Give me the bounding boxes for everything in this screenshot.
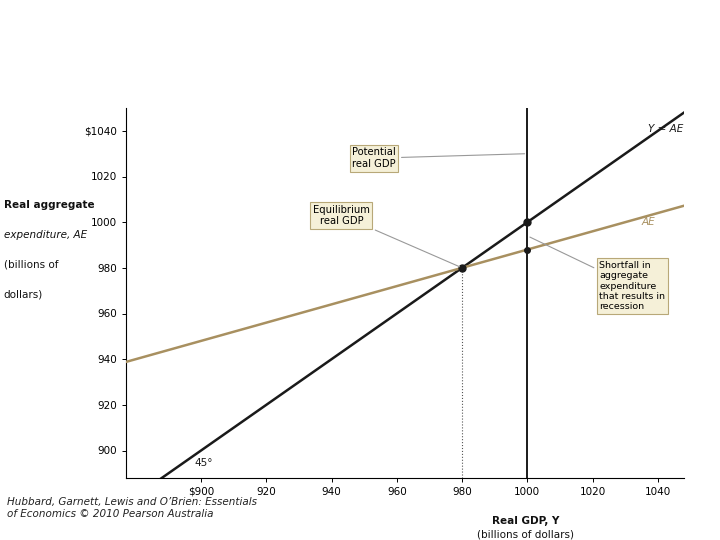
Text: Shortfall in
aggregate
expenditure
that results in
recession: Shortfall in aggregate expenditure that … [530,237,665,312]
Text: of Economics © 2010 Pearson Australia: of Economics © 2010 Pearson Australia [7,509,214,519]
Text: dollars): dollars) [4,289,43,299]
Text: Potential
real GDP: Potential real GDP [352,147,525,169]
Text: Showing a recession on the 45° line: Figure: Showing a recession on the 45° line: Fig… [13,12,696,40]
Text: (billions of: (billions of [4,260,58,269]
Text: expenditure, AE: expenditure, AE [4,230,86,240]
Text: Real aggregate: Real aggregate [4,200,94,210]
Text: Real GDP, Y: Real GDP, Y [492,516,559,526]
Text: (billions of dollars): (billions of dollars) [477,529,574,539]
Text: 45°: 45° [194,458,213,469]
Text: 13A.5: 13A.5 [13,60,104,87]
Text: Equilibrium
real GDP: Equilibrium real GDP [313,205,459,267]
Text: AE: AE [642,217,655,227]
Text: Hubbard, Garnett, Lewis and O’Brien: Essentials: Hubbard, Garnett, Lewis and O’Brien: Ess… [7,496,257,507]
Text: Y = AE: Y = AE [648,124,683,133]
